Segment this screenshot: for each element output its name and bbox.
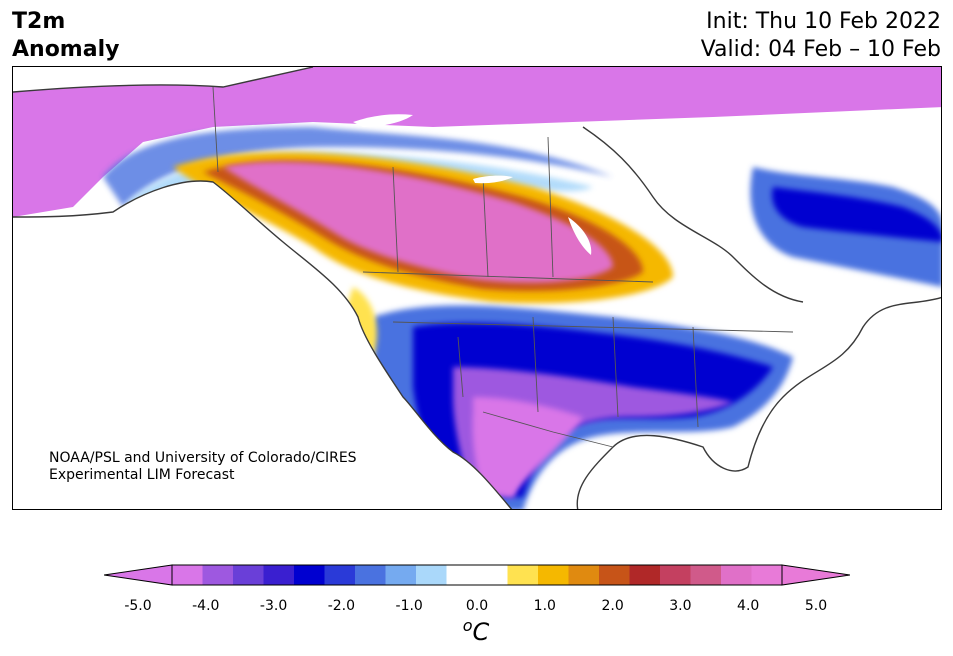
unit-degree: o bbox=[462, 616, 473, 635]
colorbar-tick-label: -3.0 bbox=[259, 598, 288, 614]
colorbar-segment bbox=[233, 565, 264, 585]
colorbar-segments bbox=[172, 565, 783, 585]
colorbar-segment bbox=[263, 565, 295, 585]
colorbar-tick-label: 3.0 bbox=[669, 598, 692, 614]
colorbar-segment bbox=[599, 565, 630, 585]
valid-range: Valid: 04 Feb – 10 Feb bbox=[700, 37, 941, 62]
credit-text: NOAA/PSL and University of Colorado/CIRE… bbox=[49, 450, 357, 484]
colorbar-tick-label: -2.0 bbox=[327, 598, 356, 614]
variable-label: T2m bbox=[12, 9, 66, 34]
colorbar-outline bbox=[171, 564, 783, 586]
anomaly-fill bbox=[13, 67, 941, 509]
colorbar-segment bbox=[294, 565, 325, 585]
colorbar-segment bbox=[507, 565, 539, 585]
colorbar-segment bbox=[202, 565, 234, 585]
anomaly-map bbox=[13, 67, 941, 509]
init-date: Init: Thu 10 Feb 2022 bbox=[706, 9, 941, 34]
colorbar-tick-label: -1.0 bbox=[395, 598, 423, 614]
colorbar-segment bbox=[690, 565, 722, 585]
colorbar-unit: oC bbox=[463, 616, 490, 646]
colorbar-segment bbox=[538, 565, 569, 585]
colorbar-tick-label: -4.0 bbox=[192, 598, 220, 614]
date-block: Init: Thu 10 Feb 2022 Valid: 04 Feb – 10… bbox=[701, 8, 941, 64]
unit-celsius: C bbox=[472, 618, 490, 646]
colorbar-tick-label: 2.0 bbox=[601, 598, 624, 614]
map-panel bbox=[12, 66, 942, 510]
colorbar-tick-label: 5.0 bbox=[804, 598, 828, 614]
colorbar-tick-label: 1.0 bbox=[533, 598, 556, 614]
anomaly-label: Anomaly bbox=[12, 37, 120, 62]
colorbar-segment bbox=[629, 565, 661, 585]
colorbar bbox=[104, 564, 850, 586]
credit-line-2: Experimental LIM Forecast bbox=[49, 467, 235, 483]
colorbar-segment bbox=[446, 565, 478, 585]
map-title-block: T2m Anomaly bbox=[12, 8, 119, 64]
colorbar-segment bbox=[721, 565, 752, 585]
colorbar-segment bbox=[172, 565, 203, 585]
colorbar-segment bbox=[568, 565, 600, 585]
credit-line-1: NOAA/PSL and University of Colorado/CIRE… bbox=[49, 450, 357, 466]
colorbar-segment bbox=[416, 565, 447, 585]
colorbar-segment bbox=[477, 565, 508, 585]
colorbar-segment bbox=[660, 565, 691, 585]
colorbar-segment bbox=[385, 565, 417, 585]
colorbar-segment bbox=[751, 565, 783, 585]
political-borders bbox=[212, 86, 794, 448]
colorbar-tick-label: 4.0 bbox=[737, 598, 760, 614]
colorbar-upper-extend bbox=[781, 564, 850, 586]
lakes bbox=[353, 114, 592, 255]
colorbar-tick-label: -5.0 bbox=[124, 598, 152, 614]
colorbar-lower-extend bbox=[104, 564, 173, 586]
colorbar-segment bbox=[355, 565, 386, 585]
colorbar-segment bbox=[324, 565, 356, 585]
colorbar-tick-label: 0.0 bbox=[465, 598, 489, 614]
